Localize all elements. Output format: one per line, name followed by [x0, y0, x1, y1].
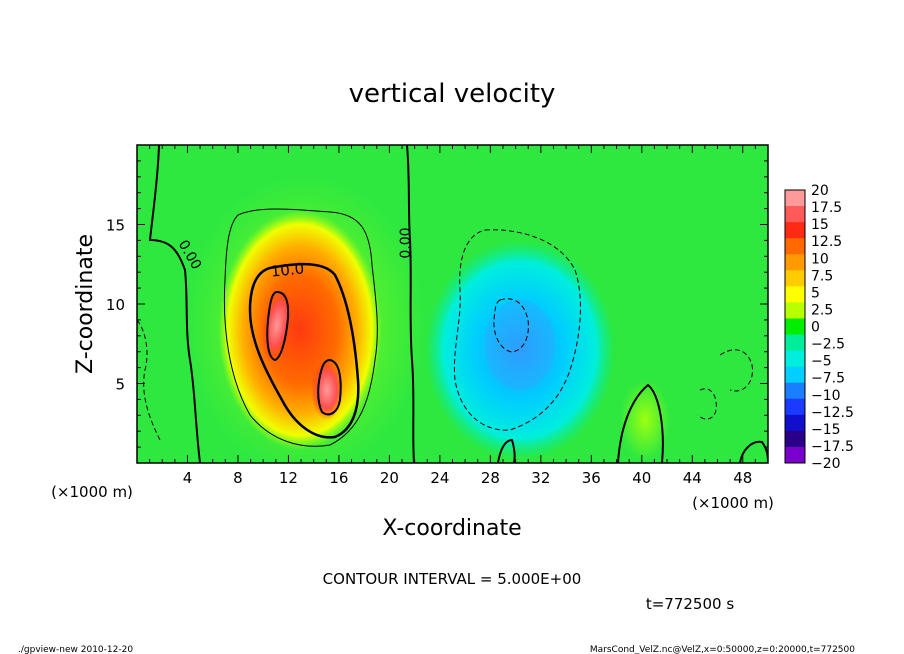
x-tick-label: 48 [733, 469, 752, 487]
x-tick-label: 4 [183, 469, 193, 487]
y-axis-ticks: 5 10 15 [106, 160, 768, 448]
colorbar-swatch [785, 302, 805, 319]
contour-5 [223, 208, 378, 447]
y-axis-label: Z-coordinate [73, 234, 98, 374]
contour-15-upper [266, 290, 290, 362]
y-tick-label: 10 [106, 296, 125, 314]
negative-contour-small [493, 298, 529, 353]
colorbar-label: 7.5 [811, 268, 833, 284]
contour-label-zero-middle: 0.00 [398, 227, 414, 258]
colorbar-label: −12.5 [811, 405, 854, 421]
colorbar-swatch [785, 430, 805, 448]
negative-contour-downdraft [453, 229, 581, 431]
colorbar-label: 10 [811, 251, 829, 267]
contour-lines [137, 145, 768, 463]
colorbar-swatch [785, 190, 805, 207]
x-tick-label: 20 [380, 469, 399, 487]
colorbar-swatch [785, 414, 805, 432]
x-unit-right: (×1000 m) [692, 494, 774, 512]
downdraft-region [425, 240, 615, 460]
contour-label-10: 10.0 [270, 259, 305, 280]
x-tick-label: 8 [233, 469, 243, 487]
colorbar-swatch [785, 446, 805, 464]
chart-title: vertical velocity [349, 79, 556, 109]
colorbar-label: 20 [811, 183, 829, 199]
colorbar-swatch [785, 318, 805, 336]
colorbar-swatch [785, 254, 805, 271]
time-label: t=772500 s [646, 595, 734, 613]
x-tick-label: 28 [481, 469, 500, 487]
colorbar-label: −17.5 [811, 439, 854, 455]
colorbar-label: −7.5 [811, 371, 845, 387]
colorbar-label: −5 [811, 354, 832, 370]
updraft-core [218, 210, 382, 450]
colorbar-label: 0 [811, 320, 820, 336]
colorbar-label: 12.5 [811, 234, 842, 250]
colorbar-swatch [785, 270, 805, 287]
colorbar-swatch [785, 382, 805, 400]
y-tick-label: 5 [115, 376, 125, 394]
x-tick-label: 36 [582, 469, 601, 487]
zero-contour-left [148, 145, 201, 463]
x-tick-label: 32 [531, 469, 550, 487]
colorbar-swatch [785, 206, 805, 223]
x-axis-label: X-coordinate [382, 516, 521, 541]
x-axis-ticks: 4 8 12 16 20 24 28 32 36 40 44 48 [149, 145, 756, 487]
colorbar-label: −2.5 [811, 337, 845, 353]
colorbar-swatch [785, 350, 805, 368]
x-tick-label: 16 [329, 469, 348, 487]
colorbar-swatch [785, 222, 805, 239]
colorbar-swatch [785, 366, 805, 384]
y-tick-label: 15 [106, 217, 125, 235]
contour-interval-text: CONTOUR INTERVAL = 5.000E+00 [323, 570, 582, 588]
zero-contour-bottom-right [617, 383, 664, 463]
colorbar-label: 15 [811, 217, 829, 233]
x-unit-left: (×1000 m) [51, 483, 133, 501]
colorbar-label: 17.5 [811, 200, 842, 216]
plot-area [137, 145, 768, 463]
footer-left: ./gpview-new 2010-12-20 [18, 645, 133, 654]
x-tick-label: 40 [632, 469, 651, 487]
colorbar-label: −15 [811, 422, 841, 438]
colorbar-swatch [785, 334, 805, 352]
negative-contour-right-edge [719, 349, 754, 392]
colorbar-swatch [785, 238, 805, 255]
negative-contour-left-edge [137, 319, 161, 441]
colorbar-label: 5 [811, 285, 820, 301]
contour-15-lower [317, 358, 342, 416]
colorbar-label: 2.5 [811, 302, 833, 318]
colorbar-frame [784, 189, 806, 464]
zero-contour-bottom-mid [497, 438, 516, 463]
x-tick-label: 24 [430, 469, 449, 487]
contour-10 [248, 262, 360, 439]
negative-contour-right [697, 388, 717, 420]
colorbar-swatch [785, 398, 805, 416]
colorbar-label: −20 [811, 456, 841, 472]
downdraft-core [485, 300, 555, 390]
footer-right: MarsCond_VelZ.nc@VelZ,x=0:50000,z=0:2000… [590, 645, 855, 654]
x-tick-label: 12 [279, 469, 298, 487]
colorbar-label: −10 [811, 388, 841, 404]
zero-contour-middle [406, 145, 415, 463]
colorbar-swatch [785, 286, 805, 303]
x-tick-label: 44 [683, 469, 702, 487]
